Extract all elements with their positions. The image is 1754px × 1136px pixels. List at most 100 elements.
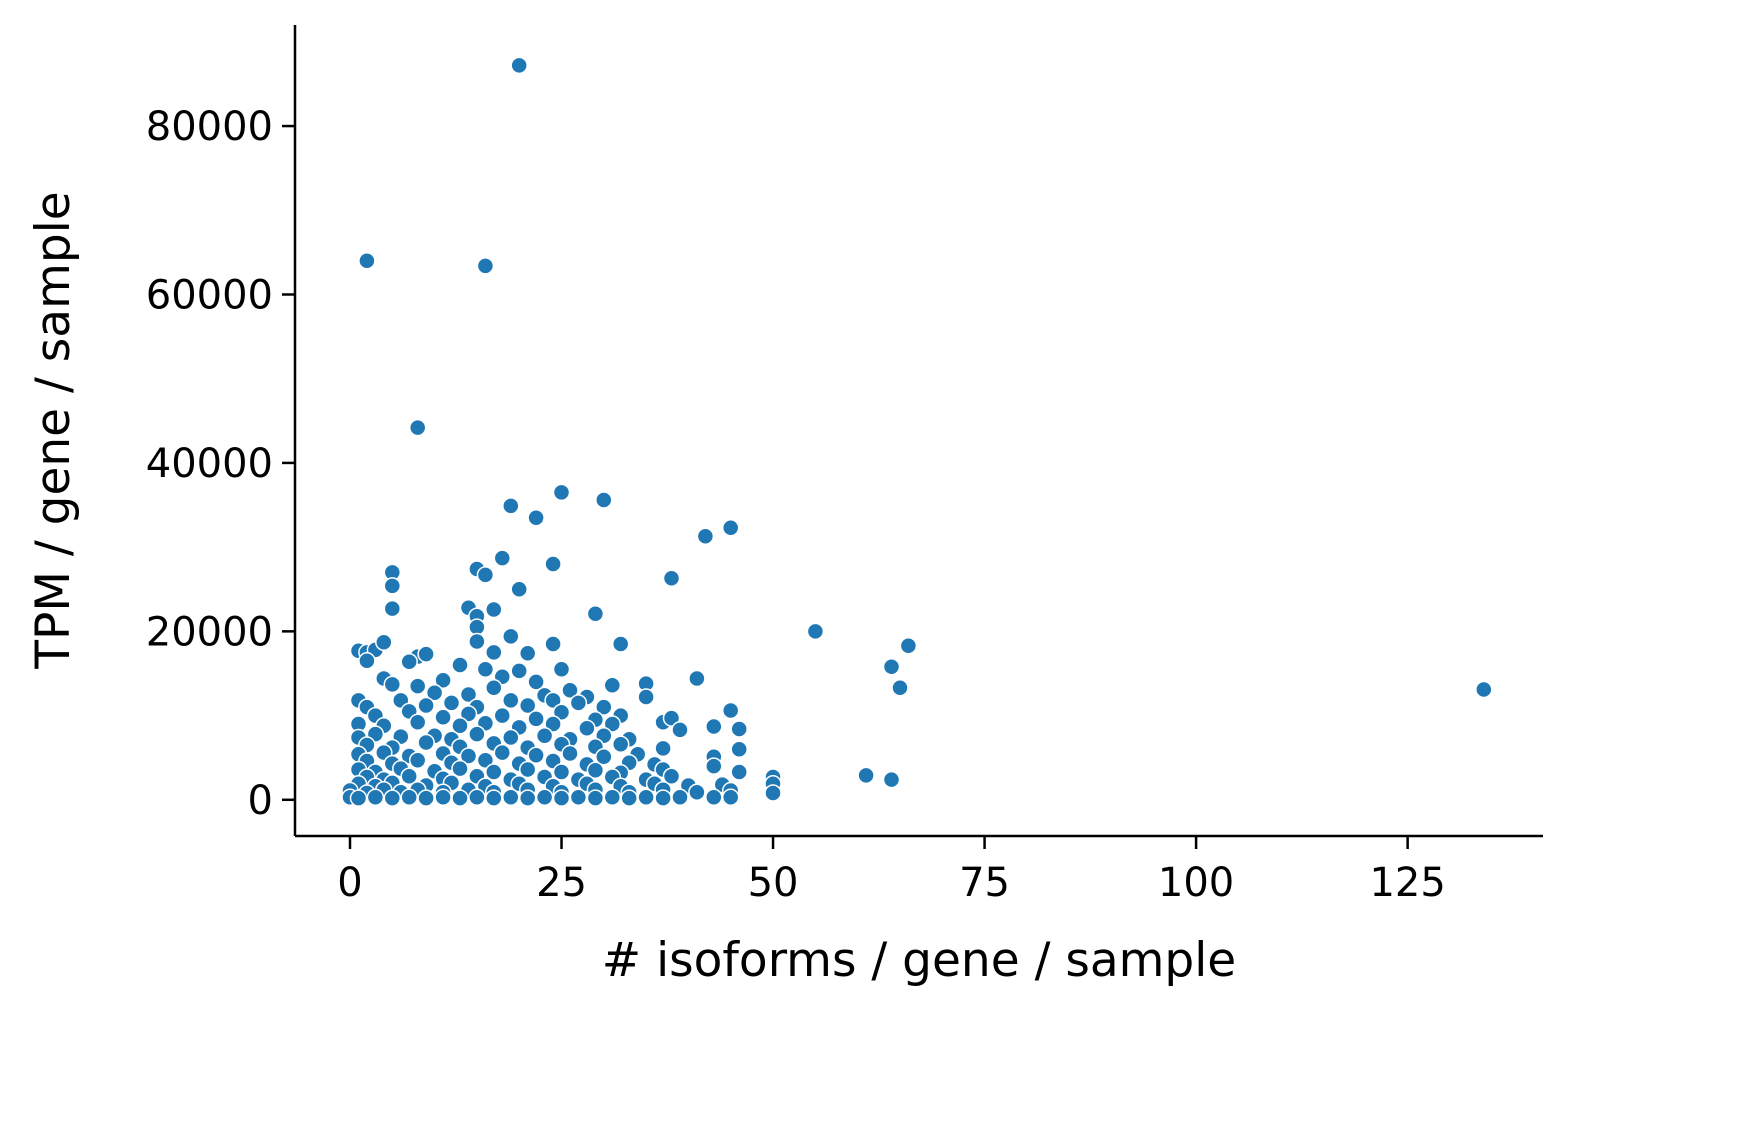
data-point bbox=[535, 727, 554, 745]
data-point bbox=[485, 643, 503, 662]
data-point bbox=[552, 789, 571, 807]
data-point bbox=[857, 766, 875, 785]
data-point bbox=[603, 676, 622, 695]
data-point bbox=[671, 788, 689, 807]
data-point bbox=[502, 728, 520, 747]
data-point bbox=[468, 788, 486, 807]
data-point bbox=[721, 788, 740, 807]
data-point bbox=[408, 713, 427, 732]
data-point bbox=[806, 622, 825, 641]
data-point bbox=[611, 735, 630, 753]
data-point bbox=[891, 679, 909, 697]
data-point bbox=[654, 789, 672, 807]
data-point bbox=[611, 635, 630, 653]
data-point bbox=[510, 662, 528, 680]
data-point bbox=[527, 710, 545, 728]
data-point bbox=[518, 644, 537, 663]
data-point bbox=[485, 763, 503, 781]
data-point bbox=[485, 600, 503, 619]
data-point bbox=[544, 635, 562, 653]
data-point bbox=[476, 751, 495, 769]
data-point bbox=[468, 632, 486, 651]
y-tick-label: 40000 bbox=[146, 441, 273, 487]
data-point bbox=[417, 696, 435, 715]
data-point bbox=[662, 569, 681, 588]
data-point bbox=[493, 549, 512, 567]
data-point bbox=[358, 252, 376, 270]
data-point bbox=[400, 652, 418, 671]
data-point bbox=[408, 677, 427, 695]
data-point bbox=[459, 685, 478, 704]
data-point bbox=[527, 746, 545, 764]
data-point bbox=[400, 767, 418, 785]
data-point bbox=[451, 656, 469, 674]
data-point bbox=[552, 703, 571, 721]
y-tick-label: 60000 bbox=[146, 272, 273, 318]
data-point bbox=[730, 740, 748, 759]
x-tick-label: 25 bbox=[536, 860, 587, 906]
data-point bbox=[527, 508, 545, 527]
data-point bbox=[518, 696, 537, 715]
data-point bbox=[705, 717, 723, 736]
data-point bbox=[544, 691, 562, 710]
data-point bbox=[476, 257, 495, 275]
data-point bbox=[383, 675, 402, 694]
data-point bbox=[502, 788, 520, 807]
data-point bbox=[434, 671, 452, 689]
data-point bbox=[662, 709, 681, 727]
data-point bbox=[544, 715, 562, 733]
data-point bbox=[535, 788, 554, 807]
data-point bbox=[434, 708, 452, 727]
data-point bbox=[468, 618, 486, 636]
data-point bbox=[502, 627, 520, 646]
data-point bbox=[485, 789, 503, 807]
data-point bbox=[764, 784, 782, 802]
data-point bbox=[620, 789, 638, 807]
data-point bbox=[383, 599, 402, 618]
data-point bbox=[595, 698, 613, 716]
x-tick-label: 50 bbox=[748, 860, 799, 906]
x-axis-ticks: 0 25 50 75 100 125 bbox=[337, 836, 1446, 906]
data-point bbox=[383, 789, 402, 807]
y-tick-label: 80000 bbox=[146, 104, 273, 150]
y-tick-label: 0 bbox=[248, 778, 273, 824]
x-tick-label: 75 bbox=[959, 860, 1010, 906]
data-point bbox=[358, 652, 376, 670]
data-point bbox=[561, 681, 579, 700]
data-point bbox=[451, 716, 469, 735]
y-tick-label: 20000 bbox=[146, 609, 273, 655]
data-point bbox=[451, 789, 469, 807]
data-point bbox=[518, 760, 537, 779]
data-point bbox=[502, 691, 520, 710]
data-point bbox=[637, 688, 655, 706]
data-point bbox=[595, 748, 613, 766]
data-point bbox=[459, 705, 478, 723]
data-point bbox=[561, 744, 579, 763]
data-point bbox=[485, 679, 503, 697]
data-point bbox=[425, 684, 444, 702]
x-tick-label: 100 bbox=[1158, 860, 1234, 906]
data-point bbox=[408, 418, 427, 437]
y-axis-label: TPM / gene / sample bbox=[26, 191, 81, 669]
data-point bbox=[349, 789, 368, 807]
data-point bbox=[662, 767, 681, 785]
data-point bbox=[569, 788, 588, 807]
data-point bbox=[696, 527, 715, 545]
x-axis-label: # isoforms / gene / sample bbox=[602, 933, 1236, 988]
y-axis-ticks: 0 20000 40000 60000 80000 bbox=[146, 104, 295, 824]
data-point bbox=[434, 788, 452, 807]
data-point bbox=[544, 555, 562, 573]
x-tick-label: 125 bbox=[1369, 860, 1445, 906]
data-point bbox=[721, 519, 740, 537]
data-point bbox=[366, 788, 385, 807]
data-point bbox=[502, 497, 520, 515]
data-point bbox=[493, 706, 512, 725]
scatter-points bbox=[341, 56, 1493, 807]
data-point bbox=[375, 633, 393, 652]
data-point bbox=[510, 56, 528, 75]
data-point bbox=[459, 747, 478, 765]
data-point bbox=[493, 743, 512, 762]
data-point bbox=[730, 763, 748, 781]
